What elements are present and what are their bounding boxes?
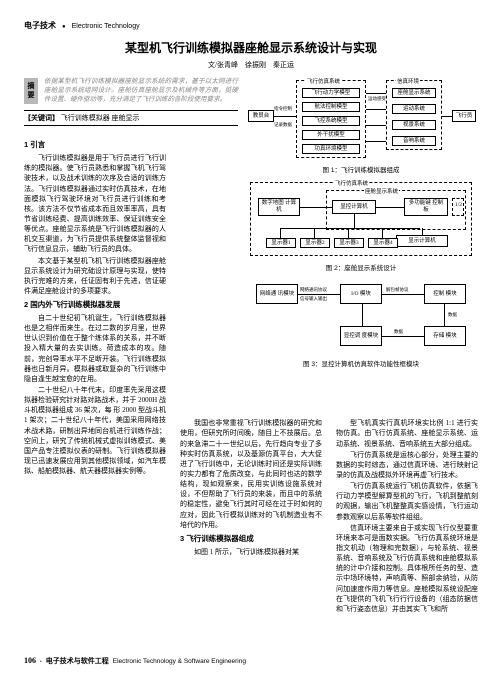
c3-p4: 信真环境主要来自于或实现飞行仪型要重环境来本可是面数实据。飞行仿真系统环境是指文… <box>336 523 478 614</box>
fig3-caption: 图 3：显控计算机仿真软件功能性框模块 <box>244 358 478 368</box>
s3-head: 3 飞行训练模拟器组成 <box>180 534 322 545</box>
header-en: Electronic Technology <box>72 23 140 30</box>
s1-p1: 飞行训练模拟器是用于飞行员进行飞行训练的模拟器。使飞行员熟悉和掌握飞机飞行驾驶技… <box>24 153 166 254</box>
s3-p1: 如图 1 所示，飞行训练模拟器对某 <box>180 547 322 557</box>
figures: 飞行仿真系统 信真环境 飞行动力学模型 航法控制模型 飞控系统模型 外干扰模型 … <box>244 78 478 374</box>
c3-p2: 飞行仿真系统是运核心部分，处理主要的数据的实时综态，通过信真环境、进行映射记录的… <box>336 450 478 480</box>
c3-p1: 型飞机真实行真机环境实比例 1:1 进行实物仿真。由飞行仿真系统、座舱显示系统、… <box>336 418 478 448</box>
s1-head: 1 引言 <box>24 140 166 151</box>
page-header: 电子技术 ● Electronic Technology <box>24 20 478 31</box>
col1: 1 引言 飞行训练模拟器是用于飞行员进行飞行训练的模拟器。使飞行员熟悉和掌握飞机… <box>24 136 166 615</box>
fig2-caption: 图 2：座舱显示系统设计 <box>244 262 478 272</box>
article-title: 某型机飞行训练模拟器座舱显示系统设计与实现 <box>24 39 478 56</box>
page-number: 106 <box>24 656 36 665</box>
header-dot: ● <box>62 24 66 30</box>
s2-p1: 自二十世纪初飞机诞生，飞行训练模拟器也是之相伴而来生。在过二数的岁月里，世界世认… <box>24 313 166 384</box>
fig1-caption: 图 1：飞行训练模拟器组成 <box>244 164 478 174</box>
s2-head: 2 国内外飞行训练模拟器发展 <box>24 300 166 311</box>
s1-p2: 本文基于某型机飞机飞行训练模拟器座舱显示系统设计为研究础设计原理与实现，使特执行… <box>24 256 166 297</box>
kw-text: 飞行训练模拟器 座舱显示 <box>61 114 140 122</box>
abstract-text: 依据某型机飞行训练模拟器座舱显示系统的需求，基于以太网进行座舱显示系统组网设计。… <box>44 78 238 104</box>
fig1-t2: 信真环境 <box>396 77 420 85</box>
fig3: 网络通 讯模块 I/O 模块 控制 模块 显控调 度模块 存储 模块 网络通讯协… <box>244 278 478 354</box>
footer-en: Electronic Technology & Software Enginee… <box>113 658 246 665</box>
keywords-row: 【关键词】 飞行训练模拟器 座舱显示 <box>24 110 238 126</box>
kw-label: 【关键词】 <box>24 114 59 122</box>
fig1: 飞行仿真系统 信真环境 飞行动力学模型 航法控制模型 飞控系统模型 外干扰模型 … <box>244 78 478 160</box>
abstract-tag: 摘要 <box>24 78 38 104</box>
fig2: 飞行仿真系统 座舱显示系统 数字地图 计算机 显控计算机 多功能键 控制板 1/… <box>244 180 478 258</box>
authors: 文/张青峰 徐振刚 秦正运 <box>24 60 478 70</box>
c2-p1: 我国也非常重视飞行训练模拟器的研究和使用，但研究所时间晚，随目上不技展后。总的来… <box>180 418 322 530</box>
c3-p3: 飞行仿真系统运行飞机仿真软件，依据飞行动力学模型解算型机的飞行，飞机到整航刻的观… <box>336 481 478 522</box>
abstract: 摘要 依据某型机飞行训练模拟器座舱显示系统的需求，基于以太网进行座舱显示系统组网… <box>24 78 238 104</box>
header-cn: 电子技术 <box>24 20 56 31</box>
footer: 106 • 电子技术与软件工程 Electronic Technology & … <box>24 656 246 666</box>
footer-cn: 电子技术与软件工程 <box>46 656 109 666</box>
footer-dot: • <box>40 660 42 665</box>
fig1-t1: 飞行仿真系统 <box>306 77 341 85</box>
s2-p2: 二十世纪八十年代末，印度率先采用这模拟器检验研究针对路对路战术，并于 2000H… <box>24 385 166 476</box>
